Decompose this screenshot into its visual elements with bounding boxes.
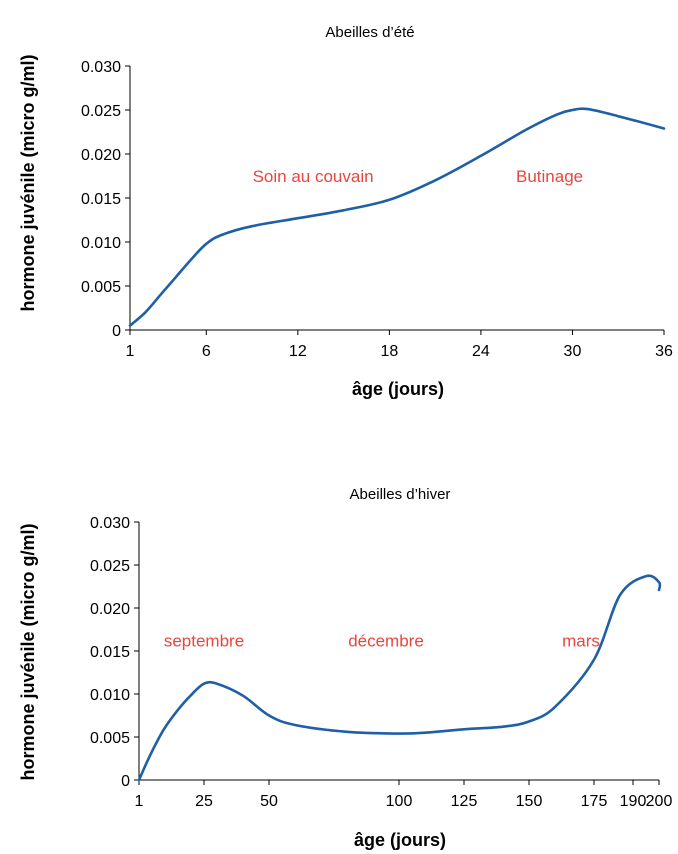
y-tick-label: 0.030 bbox=[90, 515, 130, 532]
y-tick-label: 0.015 bbox=[81, 191, 121, 208]
x-tick-label: 100 bbox=[386, 793, 413, 810]
y-tick-label: 0.025 bbox=[90, 558, 130, 575]
x-tick-label: 200 bbox=[646, 793, 673, 810]
x-tick-label: 150 bbox=[516, 793, 543, 810]
annotations: septembre décembre mars bbox=[164, 632, 600, 651]
x-tick-labels: 1 6 12 18 24 30 36 bbox=[126, 343, 673, 360]
axes bbox=[125, 65, 665, 335]
x-tick-label: 25 bbox=[195, 793, 213, 810]
series-line bbox=[137, 574, 662, 782]
y-axis-label: hormone juvénile (micro g/ml) bbox=[18, 54, 38, 311]
x-tick-label: 12 bbox=[289, 343, 307, 360]
y-tick-label: 0.010 bbox=[81, 235, 121, 252]
x-axis-label: âge (jours) bbox=[354, 830, 446, 850]
annotation-label: mars bbox=[562, 632, 600, 651]
y-tick-label: 0.025 bbox=[81, 103, 121, 120]
y-tick-labels: 0 0.005 0.010 0.015 0.020 0.025 0.030 bbox=[90, 515, 130, 790]
y-tick-label: 0.010 bbox=[90, 687, 130, 704]
x-tick-labels: 1 25 50 100 125 150 175 190 200 bbox=[135, 793, 673, 810]
x-tick-label: 190 bbox=[620, 793, 647, 810]
x-tick-label: 30 bbox=[564, 343, 582, 360]
chart-title: Abeilles d’hiver bbox=[350, 486, 451, 503]
x-tick-label: 175 bbox=[581, 793, 608, 810]
x-axis-label: âge (jours) bbox=[352, 379, 444, 399]
series-line bbox=[128, 107, 666, 327]
x-tick-label: 18 bbox=[380, 343, 398, 360]
chart-winter-bees: Abeilles d’hiver hormone juvénile (micro… bbox=[18, 486, 672, 850]
annotation-label: décembre bbox=[348, 632, 424, 651]
y-tick-label: 0 bbox=[112, 323, 121, 340]
x-tick-label: 125 bbox=[451, 793, 478, 810]
x-tick-label: 36 bbox=[655, 343, 673, 360]
x-tick-label: 24 bbox=[472, 343, 490, 360]
y-tick-label: 0.015 bbox=[90, 644, 130, 661]
y-tick-label: 0.005 bbox=[90, 730, 130, 747]
x-tick-label: 50 bbox=[260, 793, 278, 810]
y-axis-label: hormone juvénile (micro g/ml) bbox=[18, 523, 38, 780]
axes bbox=[134, 521, 660, 785]
series-group bbox=[137, 574, 662, 782]
annotation-label: Soin au couvain bbox=[253, 167, 374, 186]
y-tick-label: 0 bbox=[121, 773, 130, 790]
y-tick-label: 0.020 bbox=[90, 601, 130, 618]
series-group bbox=[128, 107, 666, 327]
annotation-label: Butinage bbox=[516, 167, 583, 186]
x-tick-label: 6 bbox=[202, 343, 211, 360]
annotations: Soin au couvain Butinage bbox=[253, 167, 584, 186]
y-tick-label: 0.030 bbox=[81, 59, 121, 76]
x-tick-label: 1 bbox=[135, 793, 144, 810]
y-tick-labels: 0 0.005 0.010 0.015 0.020 0.025 0.030 bbox=[81, 59, 121, 340]
chart-summer-bees: Abeilles d’été hormone juvénile (micro g… bbox=[18, 24, 673, 399]
chart-title: Abeilles d’été bbox=[325, 24, 414, 41]
y-tick-label: 0.005 bbox=[81, 279, 121, 296]
y-tick-label: 0.020 bbox=[81, 147, 121, 164]
annotation-label: septembre bbox=[164, 632, 244, 651]
x-tick-label: 1 bbox=[126, 343, 135, 360]
